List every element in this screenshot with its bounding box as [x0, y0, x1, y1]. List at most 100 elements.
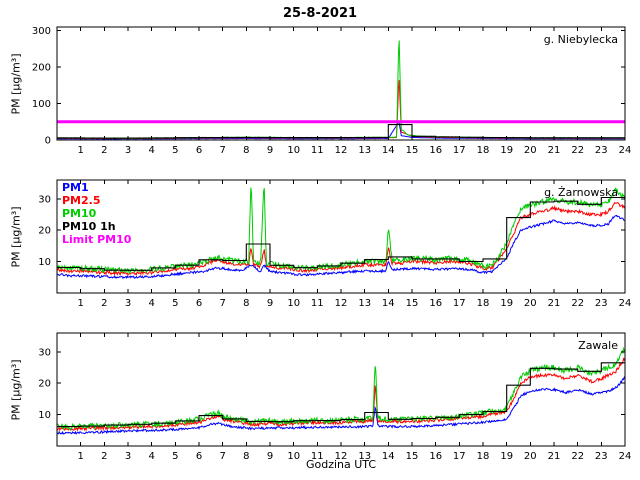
x-tick-label: 24 [619, 145, 632, 156]
y-tick-label: 30 [38, 347, 51, 358]
x-tick-label: 8 [243, 145, 249, 156]
x-tick-label: 3 [125, 145, 131, 156]
x-tick-label: 8 [243, 298, 249, 309]
x-tick-label: 23 [595, 145, 608, 156]
y-tick-label: 0 [45, 136, 51, 147]
x-tick-label: 20 [524, 451, 537, 462]
pm1-line [57, 376, 625, 435]
x-tick-label: 20 [524, 145, 537, 156]
x-tick-label: 10 [287, 298, 300, 309]
x-tick-label: 12 [335, 451, 348, 462]
x-tick-label: 15 [406, 145, 419, 156]
pm25-line [57, 79, 625, 140]
x-tick-label: 5 [172, 298, 178, 309]
x-tick-label: 7 [220, 298, 226, 309]
x-tick-label: 16 [429, 298, 442, 309]
x-tick-label: 21 [548, 451, 561, 462]
x-tick-label: 9 [267, 451, 273, 462]
x-tick-label: 24 [619, 451, 632, 462]
x-tick-label: 20 [524, 298, 537, 309]
x-tick-label: 6 [196, 451, 202, 462]
y-tick-label: 200 [32, 63, 51, 74]
x-tick-label: 3 [125, 451, 131, 462]
x-tick-label: 21 [548, 298, 561, 309]
y-tick-label: 10 [38, 410, 51, 421]
x-tick-label: 1 [78, 451, 84, 462]
x-tick-label: 11 [311, 451, 324, 462]
pm10-line [57, 40, 625, 140]
x-axis-label: Godzina UTC [305, 458, 377, 471]
x-tick-label: 12 [335, 298, 348, 309]
x-tick-label: 19 [500, 298, 513, 309]
x-tick-label: 3 [125, 298, 131, 309]
x-tick-label: 7 [220, 145, 226, 156]
x-tick-label: 17 [453, 145, 466, 156]
x-tick-label: 2 [101, 145, 107, 156]
x-tick-label: 14 [382, 451, 395, 462]
x-tick-label: 6 [196, 145, 202, 156]
x-tick-label: 9 [267, 145, 273, 156]
x-tick-label: 14 [382, 145, 395, 156]
legend: PM1 PM2.5 PM10 PM10 1h Limit PM10 [62, 181, 131, 246]
legend-item-limit-pm10: Limit PM10 [62, 233, 132, 246]
y-axis-label-top: PM [µg/m³] [9, 53, 23, 115]
x-tick-label: 15 [406, 451, 419, 462]
x-tick-label: 18 [477, 298, 490, 309]
x-tick-label: 8 [243, 451, 249, 462]
station-label-zarnowska: g. Żarnowska [544, 186, 618, 199]
station-label-zawale: Zawale [578, 339, 618, 352]
x-tick-label: 17 [453, 298, 466, 309]
x-tick-label: 22 [571, 145, 584, 156]
x-tick-label: 10 [287, 145, 300, 156]
pm10-1h-step-line [57, 362, 625, 428]
x-tick-label: 16 [429, 451, 442, 462]
x-tick-label: 18 [477, 451, 490, 462]
x-tick-label: 13 [358, 298, 371, 309]
x-tick-label: 9 [267, 298, 273, 309]
y-axis-label-bottom: PM [µg/m³] [9, 359, 23, 421]
x-tick-label: 23 [595, 451, 608, 462]
x-tick-label: 7 [220, 451, 226, 462]
legend-item-pm1: PM1 [62, 181, 89, 194]
y-tick-label: 20 [38, 379, 51, 390]
x-tick-label: 16 [429, 145, 442, 156]
x-tick-label: 1 [78, 145, 84, 156]
x-tick-label: 12 [335, 145, 348, 156]
chart-title: 25-8-2021 [282, 6, 358, 21]
x-tick-label: 13 [358, 451, 371, 462]
plot-area-0 [57, 40, 625, 140]
y-tick-label: 10 [38, 257, 51, 268]
plot-area-2 [57, 346, 625, 435]
x-tick-label: 15 [406, 298, 419, 309]
y-tick-label: 20 [38, 226, 51, 237]
x-tick-label: 4 [149, 451, 155, 462]
legend-item-pm10-1h: PM10 1h [62, 220, 116, 233]
x-tick-label: 21 [548, 145, 561, 156]
legend-item-pm10: PM10 [62, 207, 97, 220]
y-tick-label: 300 [32, 26, 51, 37]
x-tick-label: 6 [196, 298, 202, 309]
x-tick-label: 22 [571, 451, 584, 462]
x-tick-label: 2 [101, 298, 107, 309]
legend-item-pm2-5: PM2.5 [62, 194, 101, 207]
x-tick-label: 18 [477, 145, 490, 156]
y-tick-label: 100 [32, 99, 51, 110]
x-tick-label: 5 [172, 145, 178, 156]
x-tick-label: 1 [78, 298, 84, 309]
x-tick-label: 17 [453, 451, 466, 462]
x-tick-label: 23 [595, 298, 608, 309]
x-tick-label: 2 [101, 451, 107, 462]
plot-area-1 [57, 187, 625, 280]
x-tick-label: 22 [571, 298, 584, 309]
y-tick-label: 30 [38, 194, 51, 205]
x-tick-label: 19 [500, 145, 513, 156]
x-tick-label: 4 [149, 145, 155, 156]
x-tick-label: 24 [619, 298, 632, 309]
x-tick-label: 10 [287, 451, 300, 462]
station-label-niebylecka: g. Niebylecka [543, 33, 618, 46]
x-tick-label: 11 [311, 145, 324, 156]
x-tick-label: 5 [172, 451, 178, 462]
pm10-line [57, 187, 625, 275]
